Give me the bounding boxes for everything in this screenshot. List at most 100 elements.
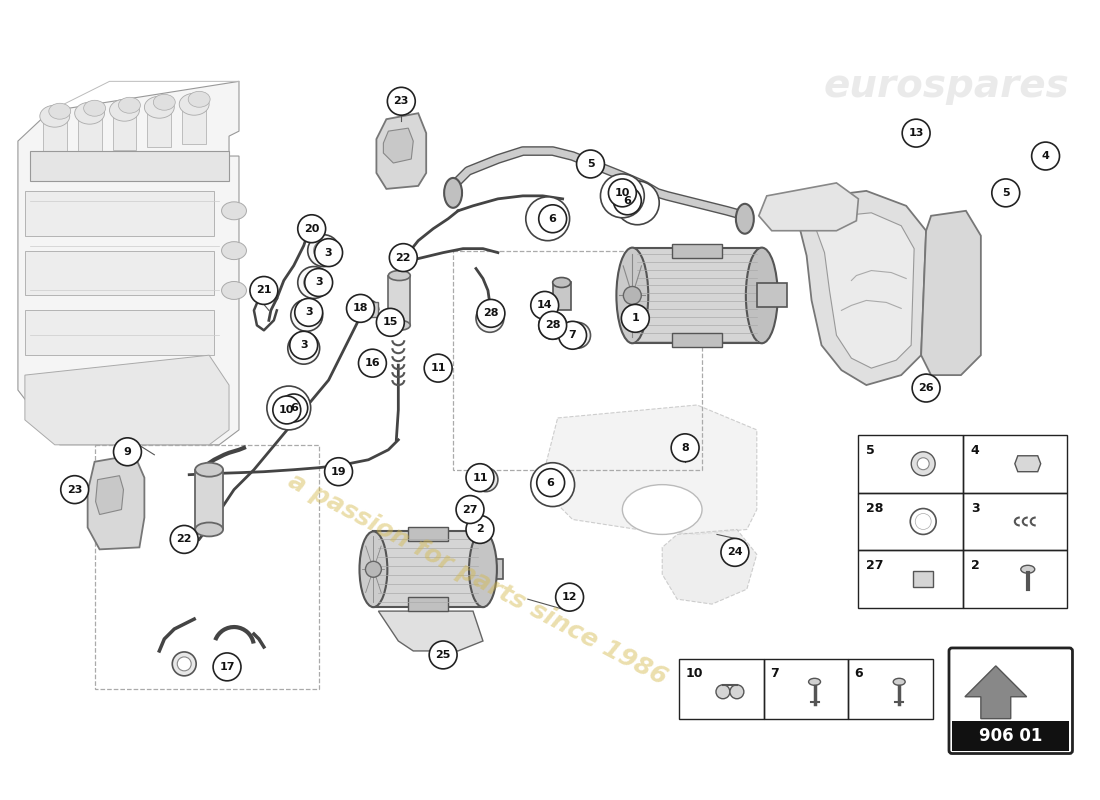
Circle shape xyxy=(273,396,300,424)
Ellipse shape xyxy=(40,106,69,127)
Circle shape xyxy=(537,469,564,497)
Circle shape xyxy=(359,350,386,377)
Ellipse shape xyxy=(144,96,174,118)
Circle shape xyxy=(279,394,308,422)
Circle shape xyxy=(624,286,641,305)
Circle shape xyxy=(308,234,340,266)
Ellipse shape xyxy=(736,204,754,234)
Circle shape xyxy=(466,515,494,543)
Ellipse shape xyxy=(119,98,141,114)
Ellipse shape xyxy=(388,270,410,281)
Circle shape xyxy=(576,150,604,178)
Circle shape xyxy=(250,277,278,305)
Text: 23: 23 xyxy=(394,96,409,106)
Circle shape xyxy=(113,438,142,466)
Bar xyxy=(858,550,962,608)
Ellipse shape xyxy=(444,178,462,208)
Bar xyxy=(453,250,702,470)
Text: 24: 24 xyxy=(727,547,742,558)
Bar xyxy=(183,99,206,144)
Bar xyxy=(848,659,933,718)
Bar xyxy=(552,282,571,310)
Bar xyxy=(147,102,172,147)
Bar xyxy=(43,111,67,156)
Circle shape xyxy=(539,311,566,339)
Circle shape xyxy=(526,197,570,241)
Circle shape xyxy=(298,214,326,242)
Text: 10: 10 xyxy=(279,405,295,415)
Circle shape xyxy=(564,322,591,348)
Bar xyxy=(952,721,1069,750)
Ellipse shape xyxy=(48,103,70,119)
Text: 18: 18 xyxy=(353,303,369,314)
Circle shape xyxy=(539,311,566,339)
Circle shape xyxy=(365,562,382,578)
Text: 23: 23 xyxy=(67,485,82,494)
Ellipse shape xyxy=(75,102,104,124)
Ellipse shape xyxy=(153,94,175,110)
Text: 6: 6 xyxy=(289,403,298,413)
Circle shape xyxy=(482,310,498,326)
Polygon shape xyxy=(384,128,414,163)
Polygon shape xyxy=(25,355,229,445)
Bar xyxy=(388,275,410,326)
Polygon shape xyxy=(96,476,123,514)
Circle shape xyxy=(1032,142,1059,170)
Circle shape xyxy=(601,174,645,218)
Circle shape xyxy=(614,187,641,214)
Circle shape xyxy=(290,299,322,331)
Circle shape xyxy=(389,244,417,271)
Text: 20: 20 xyxy=(304,224,319,234)
Circle shape xyxy=(297,306,317,326)
Ellipse shape xyxy=(221,242,246,259)
Text: 10: 10 xyxy=(615,188,630,198)
Polygon shape xyxy=(378,611,483,651)
Text: 11: 11 xyxy=(472,473,487,482)
Circle shape xyxy=(720,538,749,566)
Text: 12: 12 xyxy=(562,592,578,602)
Circle shape xyxy=(177,657,191,671)
Polygon shape xyxy=(965,666,1026,718)
Text: 28: 28 xyxy=(483,308,498,318)
Circle shape xyxy=(289,331,318,359)
Bar xyxy=(962,550,1067,608)
Text: 21: 21 xyxy=(256,286,272,295)
Circle shape xyxy=(324,458,352,486)
Bar xyxy=(112,106,136,150)
Circle shape xyxy=(60,476,89,503)
Bar xyxy=(408,597,448,611)
Ellipse shape xyxy=(110,99,140,121)
Circle shape xyxy=(474,468,498,492)
Text: 7: 7 xyxy=(569,330,576,340)
Bar xyxy=(408,527,448,542)
Text: 6: 6 xyxy=(855,667,864,680)
Ellipse shape xyxy=(1021,566,1035,574)
Text: 11: 11 xyxy=(430,363,446,373)
Polygon shape xyxy=(796,191,926,385)
Polygon shape xyxy=(816,213,914,368)
Text: 3: 3 xyxy=(315,278,322,287)
Text: 5: 5 xyxy=(867,444,876,457)
Circle shape xyxy=(992,179,1020,207)
Bar xyxy=(632,248,762,343)
Circle shape xyxy=(716,685,730,698)
Circle shape xyxy=(559,322,586,350)
Text: 28: 28 xyxy=(867,502,883,514)
Ellipse shape xyxy=(221,202,246,220)
Bar xyxy=(858,435,962,493)
Ellipse shape xyxy=(808,678,821,686)
Ellipse shape xyxy=(195,462,223,477)
Bar xyxy=(672,334,722,347)
Bar xyxy=(962,435,1067,493)
Circle shape xyxy=(294,338,313,358)
Bar xyxy=(679,659,763,718)
Circle shape xyxy=(314,241,333,261)
Circle shape xyxy=(556,583,583,611)
Text: eurospares: eurospares xyxy=(823,67,1069,106)
Text: 9: 9 xyxy=(123,446,131,457)
Text: 7: 7 xyxy=(770,667,779,680)
Circle shape xyxy=(456,495,484,523)
Bar xyxy=(962,493,1067,550)
Circle shape xyxy=(173,652,196,676)
Polygon shape xyxy=(1015,456,1041,472)
